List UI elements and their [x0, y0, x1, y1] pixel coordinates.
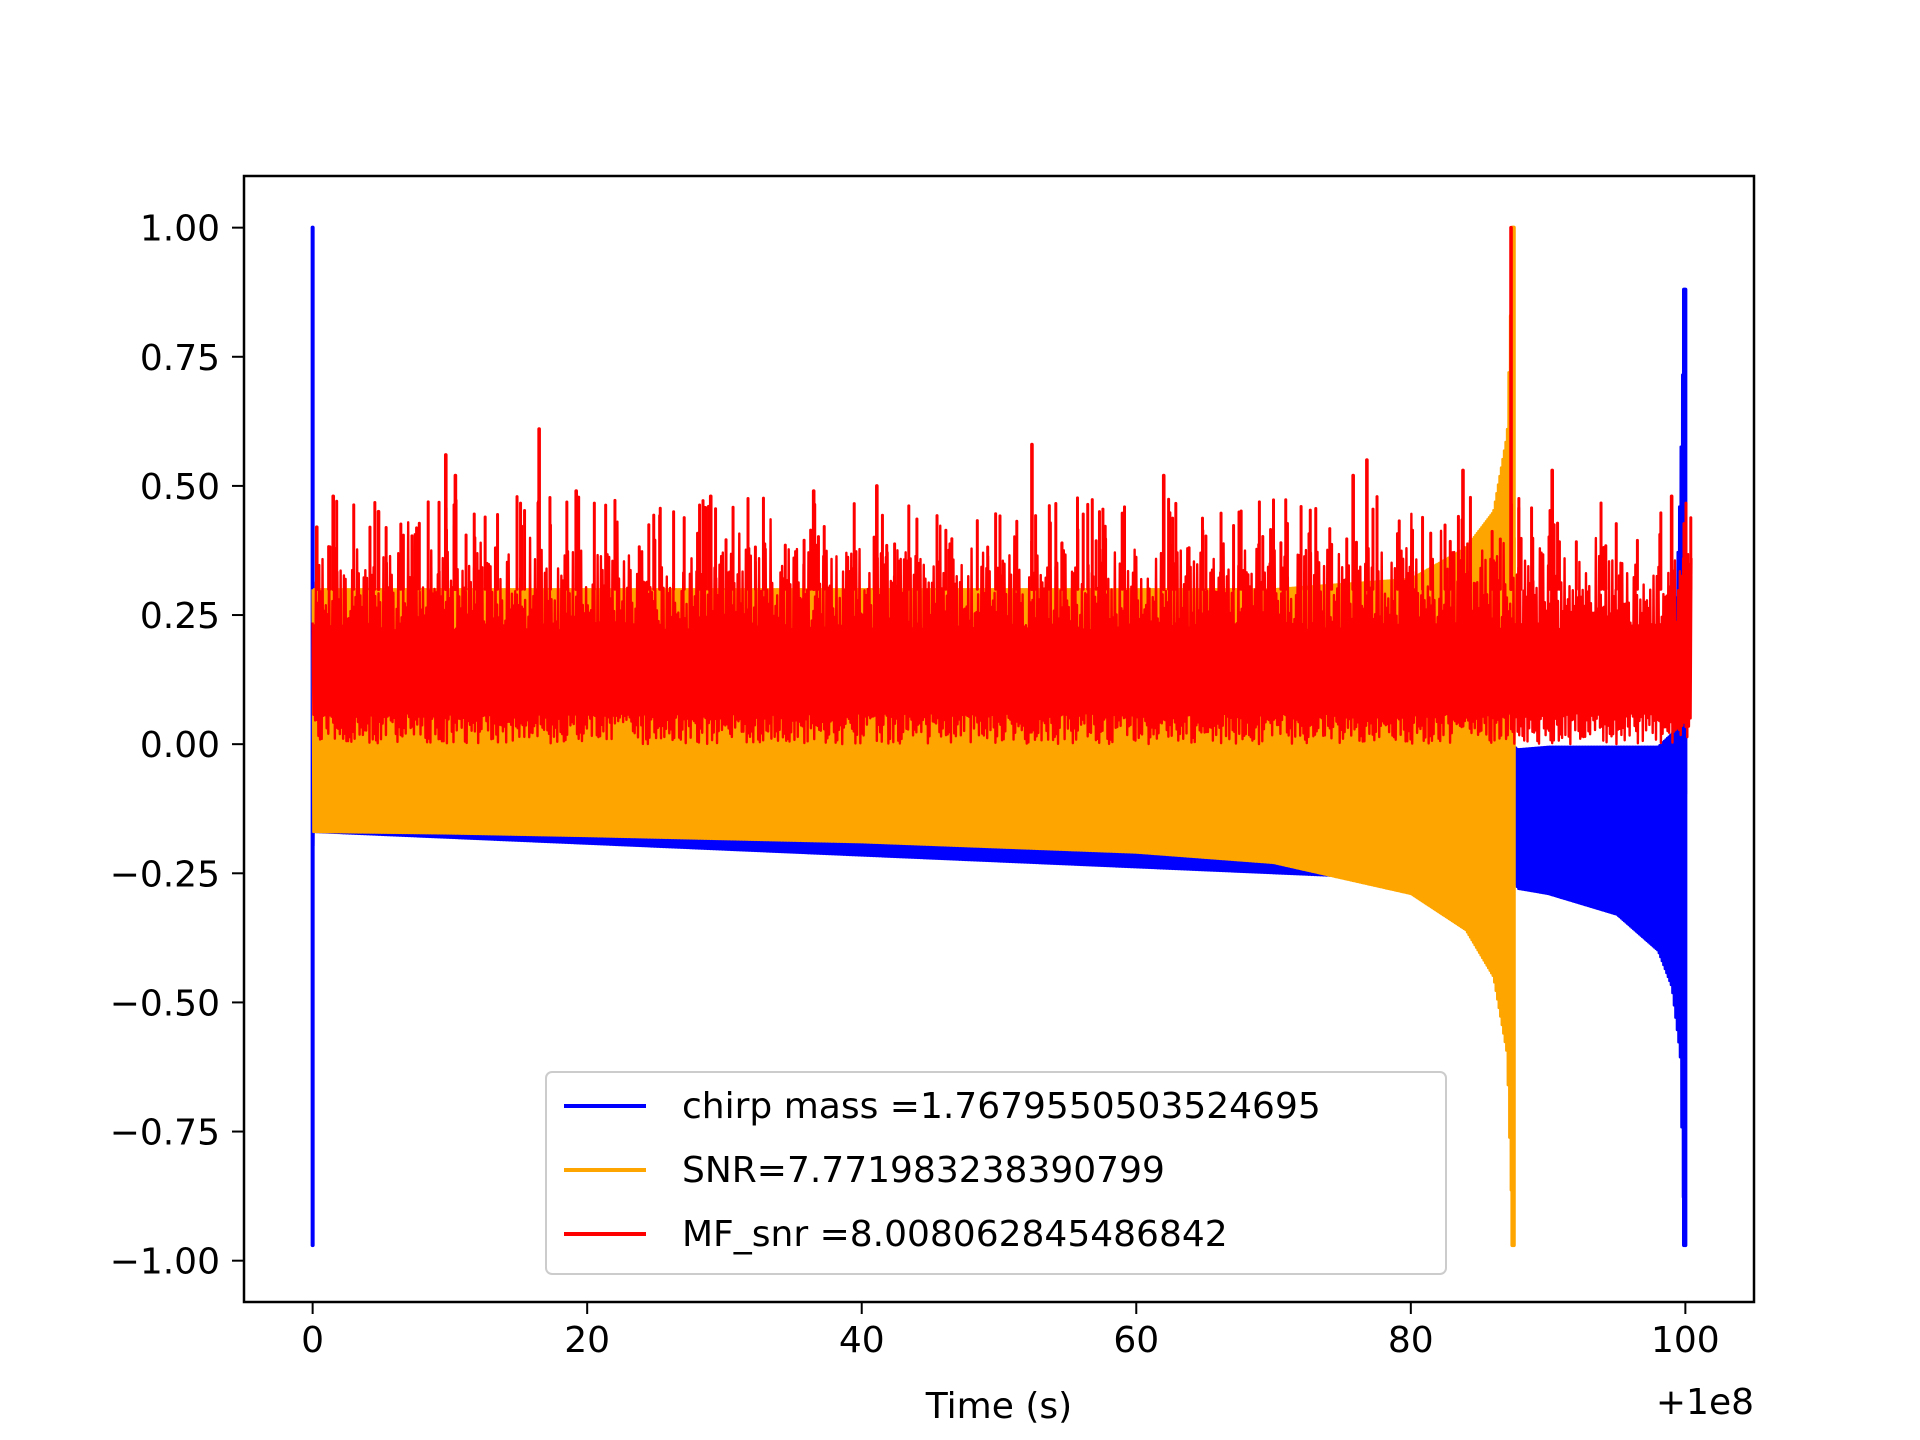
x-axis-offset-label: +1e8: [1656, 1382, 1754, 1423]
x-tick-label: 20: [564, 1320, 610, 1361]
legend-label: MF_snr =8.008062845486842: [682, 1214, 1228, 1255]
y-tick-label: 1.00: [140, 209, 220, 250]
y-tick-label: 0.25: [140, 596, 220, 637]
y-tick-label: −0.75: [110, 1113, 220, 1154]
legend-label: chirp mass =1.7679550503524695: [682, 1086, 1321, 1127]
series-2: [311, 225, 1693, 746]
x-axis-ticks: 0 20 40 60 80 100: [301, 1302, 1720, 1361]
y-tick-label: −0.50: [110, 983, 220, 1024]
y-tick-label: 0.75: [140, 338, 220, 379]
legend-label: SNR=7.771983238390799: [682, 1150, 1165, 1191]
x-tick-label: 0: [301, 1320, 324, 1361]
series-line-2: [311, 512, 1693, 746]
y-tick-label: −1.00: [110, 1242, 220, 1283]
y-tick-label: 0.00: [140, 725, 220, 766]
x-tick-label: 60: [1113, 1320, 1159, 1361]
plot-series-group: [310, 225, 1693, 1248]
y-tick-label: 0.50: [140, 467, 220, 508]
x-tick-label: 40: [839, 1320, 885, 1361]
x-axis-label: Time (s): [925, 1386, 1072, 1427]
y-tick-label: −0.25: [110, 854, 220, 895]
plot-frame: [242, 174, 1756, 1304]
x-tick-label: 100: [1651, 1320, 1720, 1361]
y-axis-ticks: 1.00 0.75 0.50 0.25 0.00 −0.25 −0.50 −0.75 −1.00: [110, 209, 244, 1283]
x-tick-label: 80: [1388, 1320, 1434, 1361]
legend: chirp mass =1.7679550503524695 SNR=7.7719…: [545, 1071, 1447, 1275]
legend-box: [545, 1071, 1447, 1275]
